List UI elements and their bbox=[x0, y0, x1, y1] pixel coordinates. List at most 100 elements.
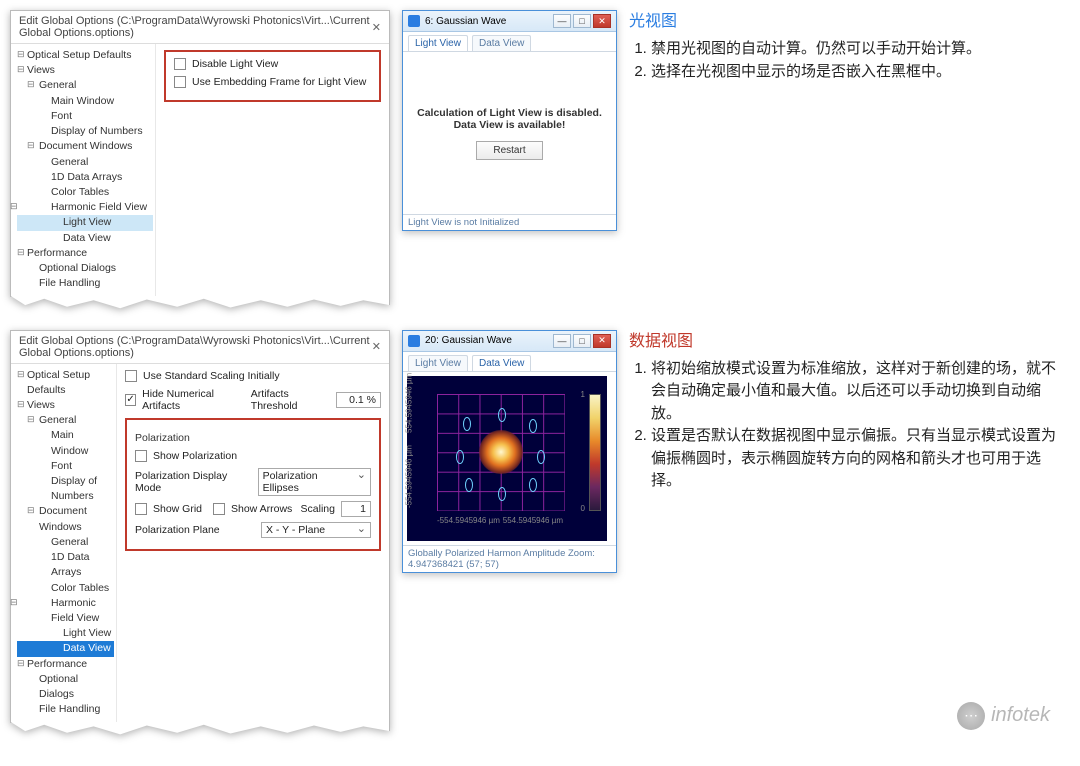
label-threshold: Artifacts Threshold bbox=[251, 388, 331, 412]
torn-edge bbox=[10, 296, 390, 312]
close-button[interactable]: ✕ bbox=[593, 14, 611, 28]
tree-item[interactable]: Light View bbox=[17, 626, 114, 641]
options-tree[interactable]: Optical Setup DefaultsViewsGeneralMain W… bbox=[11, 44, 156, 296]
lightview-disabled-msg: Calculation of Light View is disabled. bbox=[417, 107, 602, 119]
checkbox-hide-artifacts[interactable]: ✓ bbox=[125, 394, 136, 406]
checkbox-disable-lightview[interactable] bbox=[174, 58, 186, 70]
tree-item[interactable]: Views bbox=[17, 63, 153, 78]
axis-y-min: -554.5945946 µm bbox=[405, 445, 414, 508]
close-icon[interactable]: ✕ bbox=[372, 21, 381, 34]
input-threshold[interactable]: 0.1 % bbox=[336, 392, 381, 408]
polarization-ellipse bbox=[456, 450, 464, 464]
options-panel-dataview: Edit Global Options (C:\ProgramData\Wyro… bbox=[10, 330, 390, 738]
tree-item[interactable]: Optical Setup Defaults bbox=[17, 48, 153, 63]
polarization-group-title: Polarization bbox=[135, 432, 371, 444]
polarization-group-highlight: Polarization Show Polarization Polarizat… bbox=[125, 418, 381, 551]
tree-item[interactable]: Font bbox=[17, 459, 114, 474]
tab-dataview[interactable]: Data View bbox=[472, 35, 531, 51]
options-tree[interactable]: Optical Setup DefaultsViewsGeneralMain W… bbox=[11, 364, 117, 722]
annotation-item: 设置是否默认在数据视图中显示偏振。只有当显示模式设置为偏振椭圆时，表示椭圆旋转方… bbox=[651, 425, 1070, 493]
minimize-button[interactable]: — bbox=[553, 14, 571, 28]
close-button[interactable]: ✕ bbox=[593, 334, 611, 348]
label-std-scaling: Use Standard Scaling Initially bbox=[143, 370, 280, 382]
gaussian-blob bbox=[479, 430, 523, 474]
tree-item[interactable]: File Handling bbox=[17, 276, 153, 291]
maximize-button[interactable]: □ bbox=[573, 14, 591, 28]
tree-item[interactable]: Font bbox=[17, 109, 153, 124]
axis-y-max: 554.5945946 µm bbox=[405, 373, 414, 433]
checkbox-embed-frame[interactable] bbox=[174, 76, 186, 88]
tree-item[interactable]: 1D Data Arrays bbox=[17, 550, 114, 580]
polarization-ellipse bbox=[465, 478, 473, 492]
tree-item[interactable]: General bbox=[17, 413, 114, 428]
minimize-button[interactable]: — bbox=[553, 334, 571, 348]
label-show-grid: Show Grid bbox=[153, 503, 202, 515]
checkbox-show-polarization[interactable] bbox=[135, 450, 147, 462]
tab-dataview[interactable]: Data View bbox=[472, 355, 531, 371]
colorbar-min: 0 bbox=[581, 504, 585, 513]
polarization-ellipse bbox=[498, 487, 506, 501]
annotation-item: 将初始缩放模式设置为标准缩放，这样对于新创建的场，就不会自动确定最小值和最大值。… bbox=[651, 358, 1070, 426]
tree-item[interactable]: Light View bbox=[17, 215, 153, 230]
annotation-lightview: 光视图 禁用光视图的自动计算。仍然可以手动开始计算。选择在光视图中显示的场是否嵌… bbox=[629, 10, 1070, 83]
tab-lightview[interactable]: Light View bbox=[408, 35, 468, 51]
axis-x-max: 554.5945946 µm bbox=[503, 516, 563, 525]
options-panel-lightview: Edit Global Options (C:\ProgramData\Wyro… bbox=[10, 10, 390, 312]
tree-item[interactable]: Harmonic Field View bbox=[17, 596, 114, 626]
field-plot[interactable]: 1 0 -554.5945946 µm 554.5945946 µm -554.… bbox=[407, 376, 607, 541]
label-show-polarization: Show Polarization bbox=[153, 450, 237, 462]
window-title: 20: Gaussian Wave bbox=[425, 335, 512, 346]
checkbox-std-scaling[interactable] bbox=[125, 370, 137, 382]
tree-item[interactable]: Views bbox=[17, 398, 114, 413]
watermark: ⋯ infotek bbox=[957, 702, 1050, 730]
tree-item[interactable]: Document Windows bbox=[17, 504, 114, 534]
tree-item[interactable]: Performance bbox=[17, 657, 114, 672]
tree-item[interactable]: 1D Data Arrays bbox=[17, 170, 153, 185]
tree-item[interactable]: Optional Dialogs bbox=[17, 672, 114, 702]
tree-item[interactable]: Document Windows bbox=[17, 139, 153, 154]
dataview-available-msg: Data View is available! bbox=[417, 119, 602, 131]
maximize-button[interactable]: □ bbox=[573, 334, 591, 348]
tree-item[interactable]: General bbox=[17, 155, 153, 170]
colorbar-max: 1 bbox=[581, 390, 585, 399]
status-bar: Light View is not Initialized bbox=[403, 214, 616, 230]
tree-item[interactable]: Main Window bbox=[17, 94, 153, 109]
tree-item[interactable]: Display of Numbers bbox=[17, 474, 114, 504]
annotation-item: 选择在光视图中显示的场是否嵌入在黑框中。 bbox=[651, 61, 1070, 84]
tree-item[interactable]: Optical Setup Defaults bbox=[17, 368, 114, 398]
tree-item[interactable]: Harmonic Field View bbox=[17, 200, 153, 215]
tree-item[interactable]: General bbox=[17, 535, 114, 550]
label-disable-lightview: Disable Light View bbox=[192, 58, 278, 70]
polarization-ellipse bbox=[498, 408, 506, 422]
panel-title-text: Edit Global Options (C:\ProgramData\Wyro… bbox=[19, 15, 372, 39]
tree-item[interactable]: Data View bbox=[17, 231, 153, 246]
tree-item[interactable]: Display of Numbers bbox=[17, 124, 153, 139]
input-scaling[interactable]: 1 bbox=[341, 501, 371, 517]
plot-grid bbox=[437, 394, 565, 511]
tree-item[interactable]: File Handling bbox=[17, 702, 114, 717]
tree-item[interactable]: General bbox=[17, 78, 153, 93]
dropdown-display-mode[interactable]: Polarization Ellipses bbox=[258, 468, 371, 496]
colorbar bbox=[589, 394, 601, 511]
panel-title-text: Edit Global Options (C:\ProgramData\Wyro… bbox=[19, 335, 372, 359]
tree-item[interactable]: Color Tables bbox=[17, 185, 153, 200]
tree-item[interactable]: Data View bbox=[17, 641, 114, 656]
checkbox-show-arrows[interactable] bbox=[213, 503, 225, 515]
panel-title: Edit Global Options (C:\ProgramData\Wyro… bbox=[11, 331, 389, 364]
close-icon[interactable]: ✕ bbox=[372, 340, 381, 353]
polarization-ellipse bbox=[529, 419, 537, 433]
tree-item[interactable]: Color Tables bbox=[17, 581, 114, 596]
window-icon bbox=[408, 335, 420, 347]
label-display-mode: Polarization Display Mode bbox=[135, 470, 250, 494]
window-icon bbox=[408, 15, 420, 27]
window-gaussian-lightview: 6: Gaussian Wave — □ ✕ Light View Data V… bbox=[402, 10, 617, 231]
status-bar: Globally Polarized Harmon Amplitude Zoom… bbox=[403, 545, 616, 572]
checkbox-show-grid[interactable] bbox=[135, 503, 147, 515]
tab-lightview[interactable]: Light View bbox=[408, 355, 468, 371]
axis-x-min: -554.5945946 µm bbox=[437, 516, 500, 525]
tree-item[interactable]: Optional Dialogs bbox=[17, 261, 153, 276]
polarization-ellipse bbox=[529, 478, 537, 492]
tree-item[interactable]: Main Window bbox=[17, 428, 114, 458]
restart-button[interactable]: Restart bbox=[476, 141, 542, 160]
tree-item[interactable]: Performance bbox=[17, 246, 153, 261]
